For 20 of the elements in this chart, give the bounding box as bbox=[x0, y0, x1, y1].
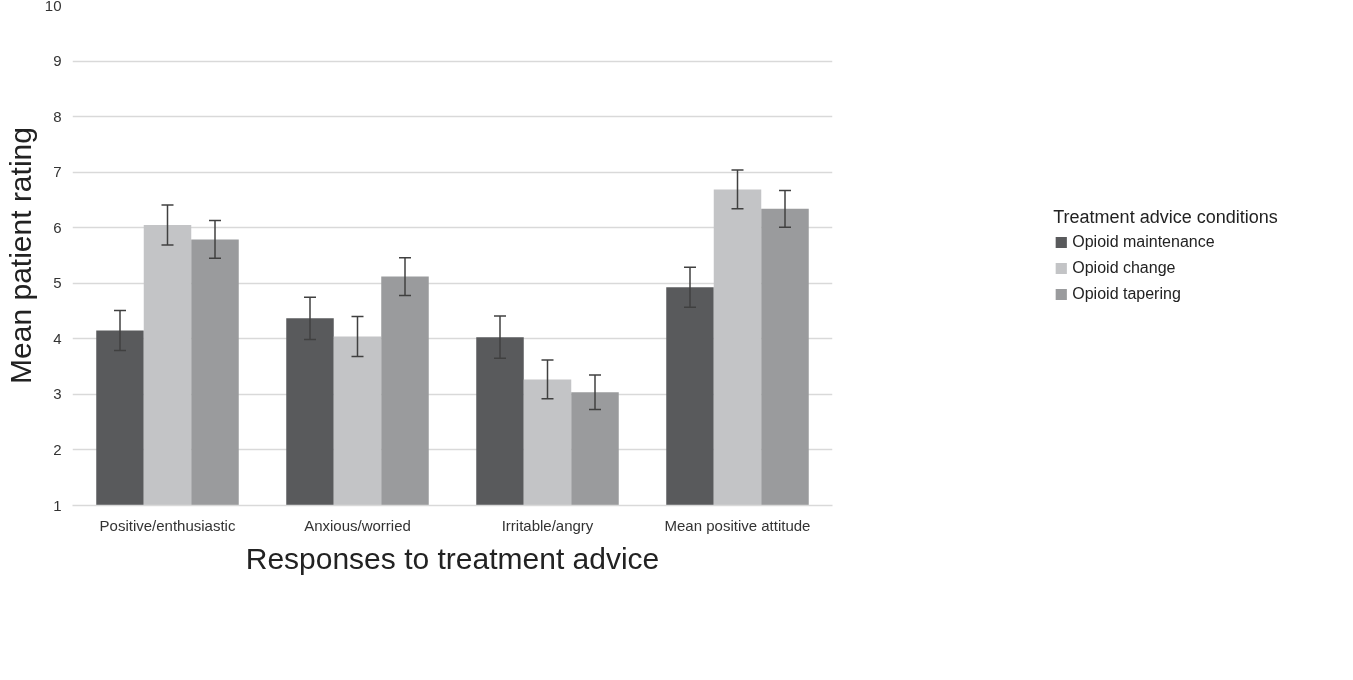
legend-title: Treatment advice conditions bbox=[1053, 207, 1278, 228]
y-axis-title: Mean patient rating bbox=[3, 127, 37, 384]
y-tick-label: 4 bbox=[53, 329, 62, 347]
y-tick-label: 10 bbox=[44, 0, 62, 14]
x-tick-label: Positive/enthusiastic bbox=[99, 516, 236, 534]
legend-label: Opioid tapering bbox=[1072, 285, 1181, 303]
y-tick-label: 6 bbox=[53, 218, 62, 236]
x-tick-label: Anxious/worried bbox=[304, 516, 411, 534]
y-tick-label: 1 bbox=[53, 496, 62, 514]
x-tick-label: Irritable/angry bbox=[501, 516, 594, 534]
x-tick-label: Mean positive attitude bbox=[664, 516, 811, 534]
y-tick-label: 3 bbox=[53, 385, 62, 403]
y-tick-label: 5 bbox=[53, 274, 62, 292]
y-tick-label: 7 bbox=[53, 163, 62, 181]
y-tick-label: 9 bbox=[53, 52, 62, 70]
legend-label: Opioid change bbox=[1072, 259, 1176, 277]
legend-label: Opioid maintenance bbox=[1072, 233, 1215, 251]
y-tick-label: 2 bbox=[53, 440, 62, 458]
y-tick-label: 8 bbox=[53, 107, 62, 125]
x-axis-title: Responses to treatment advice bbox=[245, 541, 660, 575]
